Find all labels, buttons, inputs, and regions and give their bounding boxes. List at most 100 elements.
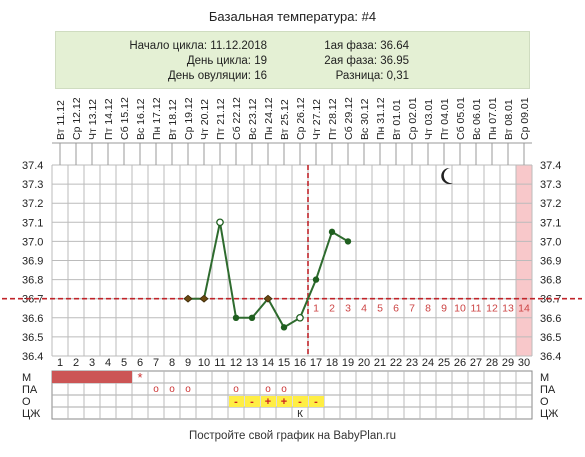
y-tick-label-left: 37.3 <box>22 179 43 191</box>
temperature-point <box>183 294 193 303</box>
y-tick-label-left: 36.5 <box>22 332 43 344</box>
y-tick-label-right: 36.9 <box>540 256 561 268</box>
ovulation-test-mark: - <box>298 396 302 408</box>
date-label: Вт 25.12 <box>279 99 291 140</box>
cervical-mucus-mark: К <box>297 409 303 420</box>
ovulation-test-cell <box>309 396 324 407</box>
day-number: 7 <box>153 357 159 369</box>
date-label: Ср 12.12 <box>71 97 83 140</box>
date-label: Пн 17.12 <box>151 97 163 140</box>
post-ovulation-day-label: 6 <box>393 303 399 315</box>
ovulation-test-mark: + <box>281 396 287 408</box>
day-number: 27 <box>470 357 482 369</box>
crescent-moon-icon <box>441 167 453 184</box>
y-tick-label-left: 36.8 <box>22 275 43 287</box>
y-tick-label-left: 37.4 <box>22 160 43 172</box>
y-tick-label-right: 37.2 <box>540 198 561 210</box>
cycle-start-label: Начало цикла: 11.12.2018 <box>129 40 267 52</box>
temperature-point <box>296 313 304 322</box>
ovulation-test-cell <box>261 396 276 407</box>
y-tick-label-right: 37.1 <box>540 217 561 229</box>
date-label: Чт 27.12 <box>311 99 323 140</box>
day-number: 5 <box>121 357 127 369</box>
day-number: 12 <box>230 357 242 369</box>
date-label: Вс 16.12 <box>135 98 147 140</box>
day-number: 11 <box>214 357 225 369</box>
temperature-point <box>248 314 256 321</box>
day-number: 4 <box>105 357 111 369</box>
ovulation-test-cell <box>229 396 244 407</box>
date-label: Чт 03.01 <box>423 99 435 140</box>
day-number: 30 <box>518 357 530 369</box>
row-label-left: М <box>22 372 31 384</box>
day-number: 19 <box>342 357 354 369</box>
temperature-point <box>312 276 320 283</box>
date-label: Пт 21.12 <box>215 98 227 140</box>
day-number: 20 <box>358 357 370 369</box>
date-label: Сб 15.12 <box>119 97 131 140</box>
post-ovulation-day-label: 9 <box>441 303 447 315</box>
day-number: 3 <box>89 357 95 369</box>
ovulation-test-mark: + <box>265 396 271 408</box>
post-ovulation-day-label: 4 <box>361 303 367 315</box>
date-label: Ср 26.12 <box>295 97 307 140</box>
date-label: Чт 13.12 <box>87 99 99 140</box>
post-ovulation-day-label: 5 <box>377 303 383 315</box>
ovulation-test-mark: - <box>250 396 254 408</box>
phase2-label: 2ая фаза: 36.95 <box>324 55 409 67</box>
day-number: 6 <box>137 357 143 369</box>
ovulation-test-cell <box>245 396 260 407</box>
day-number: 8 <box>169 357 175 369</box>
row-label-right: О <box>540 396 549 408</box>
y-tick-label-right: 36.8 <box>540 275 561 287</box>
temperature-point <box>328 228 336 236</box>
ovulation-day-label: День овуляции: 16 <box>167 70 267 82</box>
post-ovulation-day-label: 7 <box>409 303 415 315</box>
post-ovulation-day-label: 14 <box>518 303 530 315</box>
date-label: Вс 06.01 <box>471 98 483 140</box>
date-label: Вс 23.12 <box>247 98 259 140</box>
date-label: Вт 01.01 <box>391 99 403 140</box>
y-tick-label-right: 37.3 <box>540 179 561 191</box>
row-label-left: О <box>22 396 31 408</box>
y-tick-label-right: 36.7 <box>540 294 561 306</box>
date-label: Сб 22.12 <box>231 97 243 140</box>
day-number: 14 <box>262 357 274 369</box>
temperature-point <box>232 314 240 321</box>
post-ovulation-day-label: 3 <box>345 303 351 315</box>
day-number: 10 <box>198 357 210 369</box>
footer-link[interactable]: Постройте свой график на BabyPlan.ru <box>188 430 397 442</box>
temperature-point <box>280 324 288 331</box>
intercourse-mark: о <box>169 384 175 395</box>
ovulation-test-mark: - <box>314 396 318 408</box>
ovulation-test-cell <box>277 396 292 407</box>
y-tick-label-left: 37.2 <box>22 198 43 210</box>
y-tick-label-right: 36.4 <box>540 351 561 363</box>
row-label-left: ЦЖ <box>22 408 40 420</box>
date-label: Пн 07.01 <box>487 97 499 140</box>
phase1-label: 1ая фаза: 36.64 <box>324 40 409 52</box>
day-number: 9 <box>185 357 191 369</box>
temperature-point <box>263 294 273 303</box>
ovulation-test-cell <box>293 396 308 407</box>
day-number: 2 <box>73 357 79 369</box>
intercourse-mark: о <box>233 384 239 395</box>
y-tick-label-left: 36.7 <box>22 294 43 306</box>
day-number: 28 <box>486 357 498 369</box>
row-label-right: ЦЖ <box>540 408 558 420</box>
post-ovulation-day-label: 13 <box>502 303 514 315</box>
date-label: Ср 09.01 <box>519 97 531 140</box>
date-label: Пт 04.01 <box>439 98 451 140</box>
day-number: 24 <box>422 357 434 369</box>
difference-label: Разница: 0,31 <box>335 70 409 82</box>
day-number: 29 <box>502 357 514 369</box>
row-label-right: М <box>540 372 549 384</box>
post-ovulation-day-label: 8 <box>425 303 431 315</box>
intercourse-mark: о <box>185 384 191 395</box>
date-label: Чт 20.12 <box>199 99 211 140</box>
y-tick-label-right: 37.0 <box>540 236 561 248</box>
day-number: 13 <box>246 357 258 369</box>
row-label-right: ПА <box>540 384 556 396</box>
date-label: Вт 08.01 <box>503 99 515 140</box>
day-number: 26 <box>454 357 466 369</box>
